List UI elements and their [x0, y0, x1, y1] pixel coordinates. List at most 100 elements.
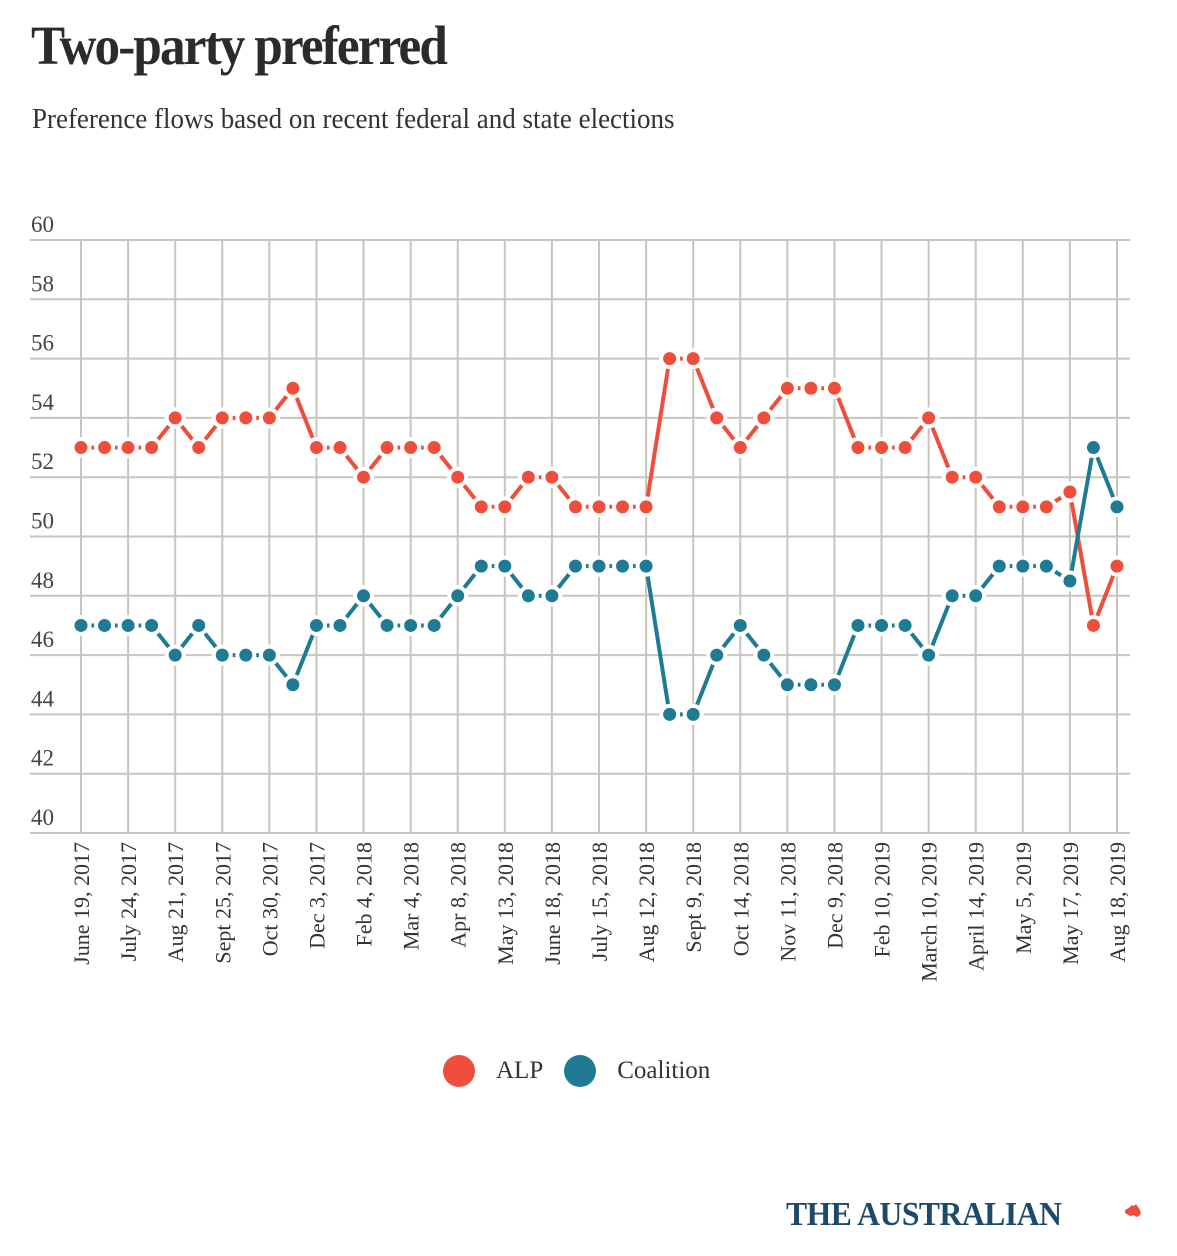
- data-point: [258, 644, 280, 666]
- y-tick-label: 54: [31, 390, 55, 415]
- y-axis: 40 42 44 46 48 50 52 54 56 58 60: [31, 212, 55, 830]
- x-tick-label: July 15, 2018: [587, 842, 612, 961]
- data-point: [1035, 496, 1057, 518]
- data-point: [164, 644, 186, 666]
- data-point: [564, 496, 586, 518]
- data-point: [141, 437, 163, 459]
- x-tick-label: Feb 10, 2019: [870, 842, 895, 958]
- y-tick-label: 48: [31, 568, 54, 593]
- data-point: [800, 674, 822, 696]
- data-point: [211, 644, 233, 666]
- data-point: [376, 614, 398, 636]
- line-chart: 40 42 44 46 48 50 52 54 56 58 60 June 19, 2017 July…: [30, 212, 1130, 982]
- x-tick-label: Aug 21, 2017: [163, 842, 188, 962]
- data-point: [447, 585, 469, 607]
- x-tick-label: May 17, 2019: [1058, 842, 1083, 965]
- data-point: [729, 437, 751, 459]
- legend-label-coalition: Coalition: [617, 1057, 711, 1084]
- x-tick-label: June 19, 2017: [69, 842, 94, 965]
- data-point: [706, 407, 728, 429]
- data-point: [1059, 570, 1081, 592]
- data-point: [353, 585, 375, 607]
- x-tick-label: Oct 30, 2017: [257, 842, 282, 956]
- data-point: [918, 644, 940, 666]
- data-point: [847, 614, 869, 636]
- data-point: [258, 407, 280, 429]
- data-point: [470, 496, 492, 518]
- x-tick-label: June 18, 2018: [540, 842, 565, 965]
- data-point: [706, 644, 728, 666]
- publisher-logo: THE AUSTRALIAN: [786, 1196, 1062, 1233]
- data-point: [353, 466, 375, 488]
- data-point: [94, 614, 116, 636]
- data-point: [776, 674, 798, 696]
- data-point: [188, 437, 210, 459]
- data-point: [1082, 614, 1104, 636]
- data-point: [235, 407, 257, 429]
- data-point: [564, 555, 586, 577]
- chart-subtitle: Preference flows based on recent federal…: [32, 103, 675, 135]
- data-point: [423, 614, 445, 636]
- y-tick-label: 50: [31, 509, 54, 534]
- x-tick-label: April 14, 2019: [964, 842, 989, 971]
- data-point: [117, 614, 139, 636]
- data-point: [400, 437, 422, 459]
- data-point: [282, 377, 304, 399]
- data-point: [894, 614, 916, 636]
- data-point: [871, 614, 893, 636]
- data-point: [823, 674, 845, 696]
- data-point: [847, 437, 869, 459]
- data-point: [1012, 496, 1034, 518]
- x-tick-label: May 5, 2019: [1011, 842, 1036, 954]
- data-point: [659, 348, 681, 370]
- x-tick-label: Apr 8, 2018: [446, 842, 471, 948]
- data-point: [612, 496, 634, 518]
- data-point: [1082, 437, 1104, 459]
- series-layer: [70, 348, 1128, 725]
- data-point: [965, 585, 987, 607]
- data-point: [1106, 555, 1128, 577]
- x-tick-label: Sept 25, 2017: [210, 842, 235, 964]
- x-tick-label: March 10, 2019: [917, 842, 942, 982]
- y-tick-label: 52: [31, 449, 54, 474]
- data-point: [164, 407, 186, 429]
- data-point: [682, 703, 704, 725]
- y-tick-label: 42: [31, 746, 54, 771]
- x-tick-label: Aug 18, 2019: [1105, 842, 1130, 962]
- data-point: [376, 437, 398, 459]
- data-point: [1035, 555, 1057, 577]
- data-point: [776, 377, 798, 399]
- data-point: [965, 466, 987, 488]
- data-point: [871, 437, 893, 459]
- data-point: [800, 377, 822, 399]
- data-point: [329, 437, 351, 459]
- data-point: [635, 496, 657, 518]
- data-point: [918, 407, 940, 429]
- series-points-alp: [70, 348, 1128, 636]
- data-point: [470, 555, 492, 577]
- x-tick-label: Dec 3, 2017: [304, 842, 329, 949]
- data-point: [988, 496, 1010, 518]
- legend: ALP Coalition: [443, 1055, 731, 1087]
- data-point: [588, 496, 610, 518]
- y-tick-label: 44: [31, 686, 55, 711]
- y-tick-label: 40: [31, 805, 54, 830]
- data-point: [282, 674, 304, 696]
- gridlines: [30, 239, 1130, 834]
- data-point: [447, 466, 469, 488]
- legend-swatch-coalition: [564, 1055, 597, 1087]
- data-point: [117, 437, 139, 459]
- y-tick-label: 46: [31, 627, 54, 652]
- data-point: [941, 466, 963, 488]
- x-tick-label: Oct 14, 2018: [728, 842, 753, 956]
- data-point: [517, 466, 539, 488]
- x-tick-label: Nov 11, 2018: [775, 842, 800, 962]
- data-point: [988, 555, 1010, 577]
- legend-swatch-alp: [443, 1055, 475, 1087]
- data-point: [70, 614, 92, 636]
- data-point: [659, 703, 681, 725]
- data-point: [1012, 555, 1034, 577]
- legend-label-alp: ALP: [496, 1057, 544, 1084]
- data-point: [211, 407, 233, 429]
- data-point: [235, 644, 257, 666]
